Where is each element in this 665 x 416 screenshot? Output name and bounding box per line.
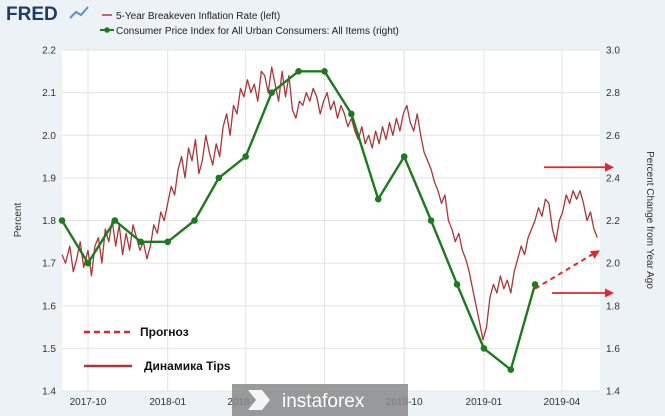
left-axis-ticks: 1.4 1.5 1.6 1.7 1.8 1.9 2.0 2.1 2.2 <box>42 46 56 398</box>
cpi-point <box>427 217 435 224</box>
cpi-point <box>58 217 66 224</box>
x-tick-label: 2018-01 <box>149 397 186 408</box>
fred-logo-text: FRED <box>6 4 58 25</box>
cpi-point <box>215 174 223 182</box>
cpi-point <box>268 89 275 96</box>
x-tick-label: 2017-10 <box>70 397 107 408</box>
legend: 5-Year Breakeven Inflation Rate (left) C… <box>100 11 399 37</box>
fred-logo-icon <box>69 6 89 19</box>
cpi-point <box>137 238 145 246</box>
cpi-point <box>242 153 249 160</box>
legend-label-breakeven: 5-Year Breakeven Inflation Rate (left) <box>116 11 280 22</box>
cpi-point <box>295 68 302 75</box>
right-tick-label: 1.8 <box>606 301 620 312</box>
cpi-point <box>531 281 539 288</box>
watermark-text: instaforex <box>282 391 365 412</box>
cpi-point <box>400 153 408 160</box>
cpi-point <box>84 259 92 267</box>
right-tick-label: 2.4 <box>606 173 620 184</box>
legend-label-cpi: Consumer Price Index for All Urban Consu… <box>116 26 399 37</box>
cpi-point <box>348 110 355 118</box>
right-tick-label: 1.6 <box>606 344 620 355</box>
right-tick-label: 2.6 <box>606 131 620 142</box>
tips-arrow-head <box>605 288 614 298</box>
right-tick-label: 2.0 <box>606 259 620 270</box>
forecast-legend: Прогноз <box>84 325 189 339</box>
left-tick-label: 1.5 <box>42 344 56 355</box>
left-axis-label: Percent <box>13 203 24 238</box>
right-axis-ticks: 1.4 1.6 1.8 2.0 2.2 2.4 2.6 2.8 3.0 <box>606 46 620 398</box>
left-tick-label: 2.0 <box>42 131 56 142</box>
left-tick-label: 1.4 <box>42 387 56 398</box>
left-tick-label: 1.8 <box>42 216 56 227</box>
cpi-point <box>480 345 488 352</box>
series-layer <box>58 66 599 373</box>
watermark-logo-icon <box>248 390 270 410</box>
instaforex-watermark: instaforex <box>232 384 408 416</box>
cpi-point <box>191 217 198 224</box>
annotation-arrows <box>534 162 614 298</box>
right-axis-label: Percent Change from Year Ago <box>644 151 655 289</box>
tips-legend: Динамика Tips <box>84 359 231 373</box>
cpi-point <box>111 217 119 224</box>
left-tick-label: 1.6 <box>42 301 56 312</box>
tips-label: Динамика Tips <box>144 359 231 373</box>
right-tick-label: 2.2 <box>606 216 620 227</box>
fred-logo: FRED <box>6 4 89 25</box>
x-tick-label: 2019-04 <box>544 397 581 408</box>
right-tick-label: 3.0 <box>606 46 620 57</box>
tips-arrow-head <box>605 162 614 172</box>
cpi-point <box>164 238 171 246</box>
right-tick-label: 2.8 <box>606 88 620 99</box>
cpi-point <box>321 68 328 75</box>
forecast-arrow-head <box>589 250 600 259</box>
forecast-arrow-line <box>534 252 595 290</box>
cpi-point <box>453 281 461 288</box>
left-tick-label: 2.1 <box>42 88 56 99</box>
cpi-point <box>507 366 515 373</box>
left-tick-label: 1.7 <box>42 259 56 270</box>
left-tick-label: 2.2 <box>42 46 56 57</box>
left-tick-label: 1.9 <box>42 173 56 184</box>
forecast-label: Прогноз <box>140 325 189 339</box>
right-tick-label: 1.4 <box>606 387 620 398</box>
cpi-point <box>374 195 382 203</box>
x-tick-label: 2019-01 <box>466 397 503 408</box>
legend-swatch-cpi <box>100 27 114 33</box>
series-line-breakeven <box>61 66 599 341</box>
